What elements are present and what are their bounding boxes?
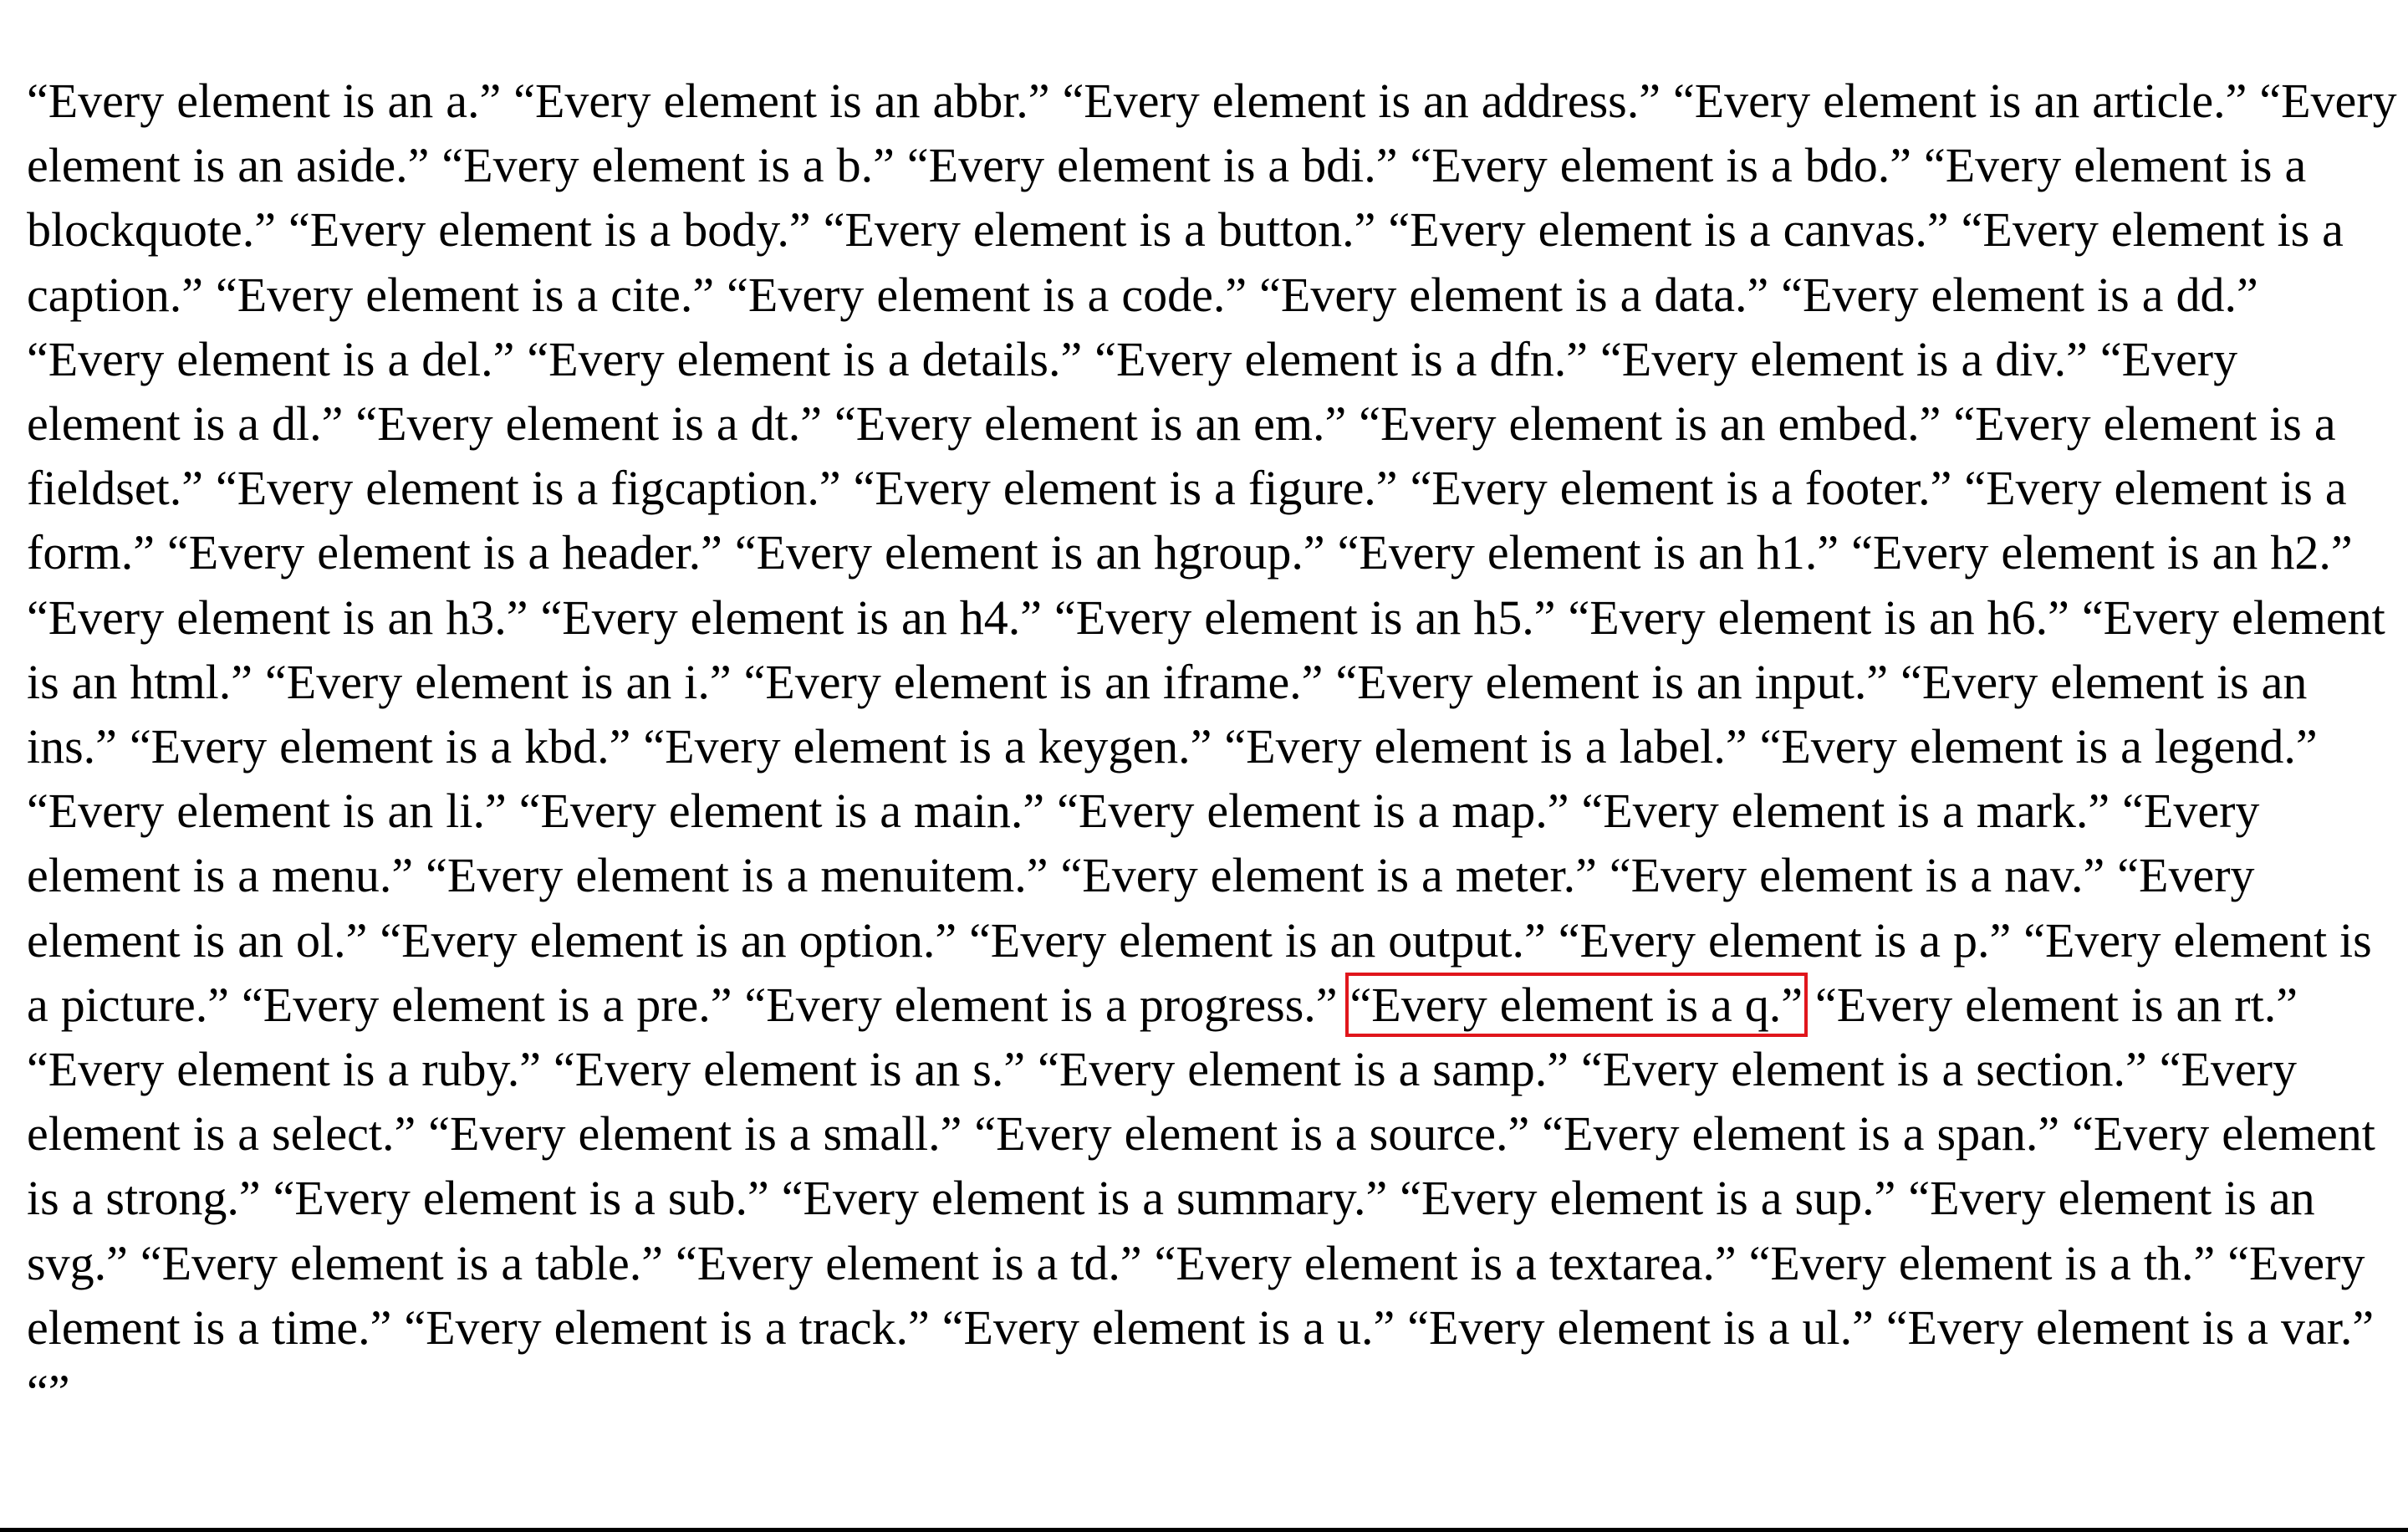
quote: “Every element is an aside.” <box>27 74 2397 193</box>
quote: “Every element is a label.” <box>1224 719 1747 774</box>
quote: “Every element is an address.” <box>1062 74 1661 128</box>
quote: “Every element is an s.” <box>554 1042 1026 1097</box>
quote: “Every element is an output.” <box>969 912 1546 968</box>
quote: “Every element is a legend.” <box>1759 719 2318 774</box>
quote: “Every element is a u.” <box>941 1300 1395 1355</box>
quote: “Every element is a form.” <box>27 461 2347 580</box>
quote: “Every element is a main.” <box>518 784 1045 839</box>
quote: “Every element is a meter.” <box>1060 848 1597 903</box>
quote: “Every element is an h3.” <box>27 590 528 645</box>
quote: “Every element is a kbd.” <box>129 719 631 774</box>
quote: “Every element is an h2.” <box>1851 525 2353 580</box>
quote: “Every element is a data.” <box>1259 267 1769 322</box>
quote: “Every element is a dd.” <box>1781 267 2258 322</box>
quote: “Every element is a summary.” <box>781 1171 1388 1226</box>
quote: “Every element is an option.” <box>380 912 957 968</box>
quote: “Every element is a span.” <box>1542 1106 2060 1162</box>
quote: “Every element is a pre.” <box>242 977 732 1032</box>
quote: “Every element is an ins.” <box>27 654 2308 774</box>
quote: “Every element is a section.” <box>1580 1042 2147 1097</box>
quote: “Every element is a fieldset.” <box>27 396 2336 516</box>
quote: “Every element is a keygen.” <box>643 719 1212 774</box>
quote: “Every element is an ol.” <box>27 848 2255 968</box>
quote: “Every element is a caption.” <box>27 202 2344 322</box>
quote: “Every element is an hgroup.” <box>734 525 1325 580</box>
quote: “Every element is a sup.” <box>1400 1171 1896 1226</box>
quote: “Every element is a mark.” <box>1581 784 2110 839</box>
quote: “Every element is a bdi.” <box>906 138 1398 193</box>
quote: “Every element is a var.” <box>1885 1300 2375 1355</box>
quote: “Every element is a menu.” <box>27 784 2260 903</box>
quote: “Every element is a select.” <box>27 1042 2297 1162</box>
quote: “Every element is a samp.” <box>1038 1042 1569 1097</box>
quote: “Every element is a details.” <box>527 331 1083 386</box>
quote: “” <box>27 1365 70 1420</box>
quote: “Every element is an input.” <box>1335 654 1889 709</box>
quote: “Every element is a table.” <box>140 1235 664 1290</box>
quote: “Every element is a track.” <box>404 1300 930 1355</box>
quote: “Every element is a strong.” <box>27 1106 2375 1226</box>
quote: “Every element is an em.” <box>834 396 1347 452</box>
quote: “Every element is a progress.” <box>744 977 1338 1032</box>
quote: “Every element is a menuitem.” <box>426 848 1048 903</box>
quote: “Every element is a footer.” <box>1410 461 1952 516</box>
quote: “Every element is an h1.” <box>1337 525 1839 580</box>
quote: “Every element is an svg.” <box>27 1171 2315 1290</box>
bottom-divider <box>0 1528 2408 1532</box>
quote: “Every element is an abbr.” <box>513 74 1050 128</box>
quote: “Every element is a figure.” <box>853 461 1398 516</box>
quote: “Every element is an html.” <box>27 590 2385 709</box>
quote: “Every element is an embed.” <box>1359 396 1941 452</box>
quote: “Every element is a map.” <box>1057 784 1569 839</box>
quote: “Every element is a sub.” <box>273 1171 769 1226</box>
quote: “Every element is an rt.” <box>1815 977 2298 1032</box>
quote: “Every element is a time.” <box>27 1235 2365 1355</box>
quote: “Every element is a ruby.” <box>27 1042 542 1097</box>
quote: “Every element is a ul.” <box>1407 1300 1874 1355</box>
quote: “Every element is a dl.” <box>27 331 2238 452</box>
quote: “Every element is a bdo.” <box>1410 138 1911 193</box>
quote: “Every element is a figcaption.” <box>215 461 841 516</box>
quote: “Every element is an h6.” <box>1568 590 2069 645</box>
quote: “Every element is an li.” <box>27 784 507 839</box>
quote: “Every element is a code.” <box>727 267 1247 322</box>
quote: “Every element is a blockquote.” <box>27 138 2307 258</box>
quote: “Every element is an h4.” <box>540 590 1042 645</box>
quote: “Every element is a td.” <box>676 1235 1142 1290</box>
quote: “Every element is a button.” <box>823 202 1376 258</box>
quote: “Every element is a small.” <box>428 1106 962 1162</box>
quote: “Every element is a div.” <box>1600 331 2088 386</box>
quote: “Every element is an iframe.” <box>743 654 1324 709</box>
quote: “Every element is a p.” <box>1558 912 2012 968</box>
quote: “Every element is a dfn.” <box>1094 331 1589 386</box>
quote: “Every element is a body.” <box>288 202 811 258</box>
highlighted-quote: “Every element is a q.” <box>1344 972 1809 1037</box>
quote: “Every element is an a.” <box>27 74 502 128</box>
quote: “Every element is an article.” <box>1672 74 2247 128</box>
quote: “Every element is a th.” <box>1748 1235 2216 1290</box>
quote: “Every element is a cite.” <box>215 267 715 322</box>
quote: “Every element is a picture.” <box>27 912 2372 1032</box>
quote: “Every element is a canvas.” <box>1388 202 1949 258</box>
quote: “Every element is a nav.” <box>1609 848 2105 903</box>
quote: “Every element is a source.” <box>974 1106 1530 1162</box>
quote-paragraph: “Every element is an a.” “Every element … <box>27 69 2401 1424</box>
quote: “Every element is a header.” <box>167 525 722 580</box>
quote: “Every element is a textarea.” <box>1154 1235 1737 1290</box>
quote: “Every element is an i.” <box>265 654 732 709</box>
quote: “Every element is a del.” <box>27 331 515 386</box>
quote: “Every element is an h5.” <box>1054 590 1556 645</box>
quote: “Every element is a dt.” <box>355 396 822 452</box>
quote: “Every element is a b.” <box>441 138 895 193</box>
